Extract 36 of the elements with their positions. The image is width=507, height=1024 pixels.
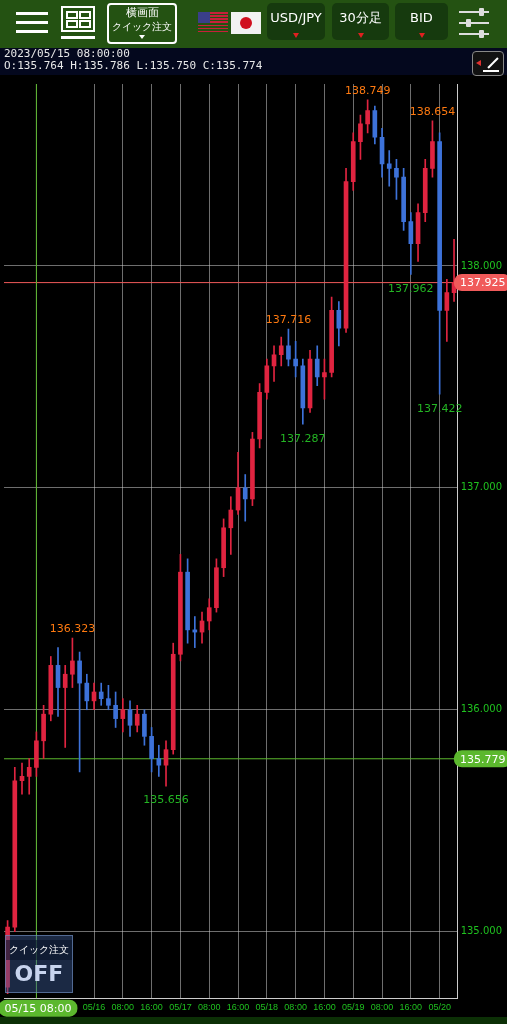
- x-tick-label: 05/18: [255, 1002, 279, 1013]
- x-tick-label: 05/19: [341, 1002, 365, 1013]
- text: 横画面: [124, 6, 160, 20]
- candlestick: [242, 474, 248, 522]
- candlestick: [156, 744, 162, 777]
- text: BID: [395, 3, 448, 40]
- annotation: 138.749: [344, 84, 391, 98]
- text: 2023/05/15 08:00:00: [4, 47, 131, 60]
- y-tick-label: 138.000: [460, 259, 503, 271]
- x-tick-label: 05/20: [428, 1002, 451, 1013]
- annotation: 137.716: [265, 313, 312, 327]
- text: USD/JPY: [267, 3, 325, 40]
- x-tick-label: 05/16: [82, 1002, 106, 1013]
- ref-line-label: 135.779: [459, 752, 506, 766]
- y-tick-label: 135.000: [460, 925, 503, 937]
- x-tick-label: 08:00: [111, 1002, 135, 1013]
- text: O:135.764 H:135.786 L:135.750 C:135.774: [4, 59, 264, 72]
- y-tick-label: 137.000: [460, 481, 503, 493]
- x-tick-label: 08:00: [284, 1002, 307, 1013]
- annotation: クイック注文: [6, 940, 72, 960]
- x-tick-label: 05/15 08:00: [4, 1002, 72, 1016]
- text: 30分足: [332, 3, 389, 40]
- x-tick-label: 16:00: [226, 1002, 250, 1013]
- annotation: 138.654: [409, 105, 456, 119]
- x-tick-label: 08:00: [197, 1002, 221, 1013]
- text: クイック注文: [111, 20, 173, 33]
- ref-line-label: 137.925: [459, 276, 506, 290]
- x-tick-label: 16:00: [140, 1002, 163, 1013]
- x-tick-label: 05/17: [169, 1002, 192, 1013]
- y-tick-label: 136.000: [460, 703, 503, 715]
- candlestick: [386, 150, 392, 187]
- annotation: 136.323: [49, 622, 96, 636]
- x-tick-label: 16:00: [399, 1002, 423, 1013]
- candlestick: [62, 665, 68, 748]
- x-tick-label: 16:00: [313, 1002, 336, 1013]
- x-tick-label: 08:00: [370, 1002, 394, 1013]
